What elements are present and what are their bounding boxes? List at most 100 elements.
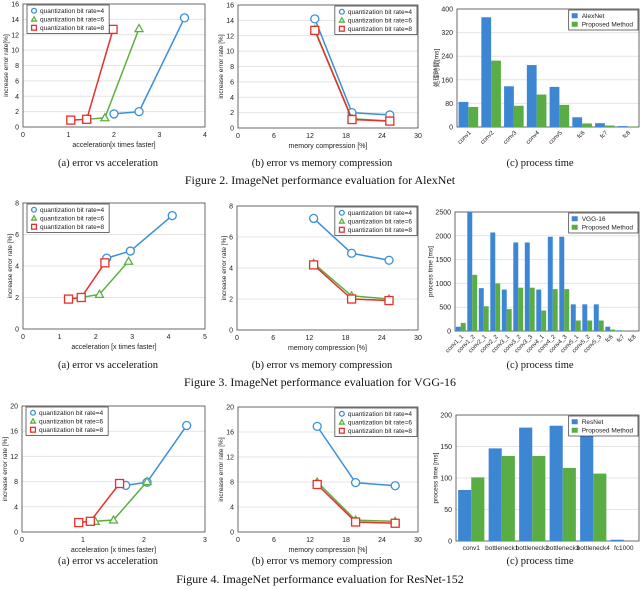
series-line xyxy=(314,30,390,122)
legend-marker xyxy=(338,226,345,233)
x-axis-label: acceleration [x times faster] xyxy=(71,344,156,351)
plot-frame xyxy=(21,405,206,533)
data-point xyxy=(384,255,394,265)
data-point xyxy=(346,248,357,258)
figure-caption-4: Figure 4. ImageNet performance evaluatio… xyxy=(176,572,464,586)
subcaption-2a: (a) error vs acceleration xyxy=(58,158,158,169)
x-tick-label: 5 xyxy=(203,334,207,341)
legend-box xyxy=(25,406,109,436)
x-tick-label: fc6 xyxy=(605,334,615,344)
bar xyxy=(529,287,535,331)
data-point xyxy=(385,116,395,126)
x-tick-label: 12 xyxy=(306,335,314,342)
data-point xyxy=(141,476,153,486)
data-point xyxy=(350,517,361,527)
y-tick-label: 16 xyxy=(11,2,19,9)
x-tick-label: 1 xyxy=(67,132,71,139)
x-axis-label: memory compression [%] xyxy=(289,143,368,150)
legend-swatch xyxy=(571,419,578,425)
legend-label: quantization bit rate=4 xyxy=(40,8,105,15)
figure-caption-2: Figure 2. ImageNet performance evaluatio… xyxy=(184,173,456,187)
x-tick-label: conv4 xyxy=(525,130,541,146)
bar xyxy=(536,94,547,127)
x-tick-label: fc7 xyxy=(599,130,609,140)
bar xyxy=(513,105,524,127)
subcaption-4c: (c) process time xyxy=(506,556,574,567)
bar xyxy=(481,17,492,127)
plot-frame xyxy=(22,3,206,128)
y-tick-label: 8 xyxy=(14,479,18,486)
y-tick-label: 2 xyxy=(230,110,234,117)
y-tick-label: 0 xyxy=(448,539,452,546)
legend-label: quantization bit rate=8 xyxy=(40,25,105,32)
bar xyxy=(504,86,514,127)
bar xyxy=(572,117,583,127)
plot-frame xyxy=(22,202,206,330)
legend-label: VGG-16 xyxy=(582,216,606,223)
bar xyxy=(604,125,615,127)
y-tick-label: 12 xyxy=(226,33,234,40)
legend-swatch xyxy=(571,13,578,19)
x-tick-label: 3 xyxy=(130,334,134,341)
y-axis-label: process time [ms] xyxy=(427,246,434,297)
x-tick-label: 12 xyxy=(306,133,314,140)
bar xyxy=(549,86,560,127)
legend-label: quantization bit rate=4 xyxy=(348,210,413,217)
legend: quantization bit rate=4 quantization bit … xyxy=(334,407,418,437)
legend-marker xyxy=(338,217,346,224)
x-tick-label: bottleneck4 xyxy=(577,545,611,552)
bar xyxy=(593,473,607,541)
series-line xyxy=(316,481,396,523)
bar xyxy=(562,467,576,541)
y-tick-label: 0 xyxy=(229,328,233,335)
x-tick-label: 30 xyxy=(414,335,422,342)
legend: VGG-16 Proposed Method xyxy=(568,212,639,234)
y-tick-label: 2 xyxy=(15,295,19,302)
x-tick-label: 2 xyxy=(112,132,116,139)
data-point xyxy=(85,516,95,526)
x-tick-label: 4 xyxy=(203,132,207,139)
x-tick-label: 2 xyxy=(142,537,146,544)
y-tick-label: 6 xyxy=(15,232,19,239)
bar xyxy=(488,448,502,541)
y-axis-label: increase error rate [%] xyxy=(218,437,225,501)
x-tick-label: 6 xyxy=(272,537,276,544)
data-point xyxy=(109,109,119,119)
x-tick-label: 1 xyxy=(81,537,85,544)
legend-marker xyxy=(30,214,38,221)
y-tick-label: 4 xyxy=(230,95,234,102)
y-tick-label: 16 xyxy=(226,430,234,437)
legend-label: quantization bit rate=8 xyxy=(348,227,413,234)
data-point xyxy=(347,114,357,125)
legend-label: ResNet xyxy=(582,419,604,426)
x-tick-label: 0 xyxy=(236,537,240,544)
legend-label: quantization bit rate=6 xyxy=(40,17,105,24)
y-tick-label: 500 xyxy=(439,305,451,312)
y-tick-label: 2 xyxy=(15,109,19,116)
x-axis-label: acceleration[x times faster] xyxy=(72,142,155,149)
y-tick-label: 6 xyxy=(15,78,19,85)
bar xyxy=(518,287,524,331)
bar xyxy=(564,289,570,331)
x-tick-label: 24 xyxy=(378,133,386,140)
y-tick-label: 14 xyxy=(226,18,234,25)
legend: quantization bit rate=4 quantization bit … xyxy=(334,206,418,236)
series-line xyxy=(314,29,390,122)
bar xyxy=(587,320,593,331)
subcaption-3b: (b) error vs memory compression xyxy=(251,360,393,371)
legend-label: quantization bit rate=6 xyxy=(348,420,413,427)
y-tick-label: 8 xyxy=(230,64,234,71)
bar xyxy=(501,289,507,331)
bar xyxy=(549,425,563,541)
x-tick-label: 12 xyxy=(306,537,314,544)
legend-label: AlexNet xyxy=(582,13,605,20)
chart-3: 0 80 160 240 320 400 処理時間[ms] conv1 conv2 conv3 co… xyxy=(431,7,640,146)
legend-marker xyxy=(29,426,37,433)
data-point xyxy=(114,478,125,489)
x-tick-label: conv1 xyxy=(457,130,473,146)
legend-label: quantization bit rate=8 xyxy=(39,427,104,434)
x-axis-label: acceleration [x times faster] xyxy=(71,547,156,554)
